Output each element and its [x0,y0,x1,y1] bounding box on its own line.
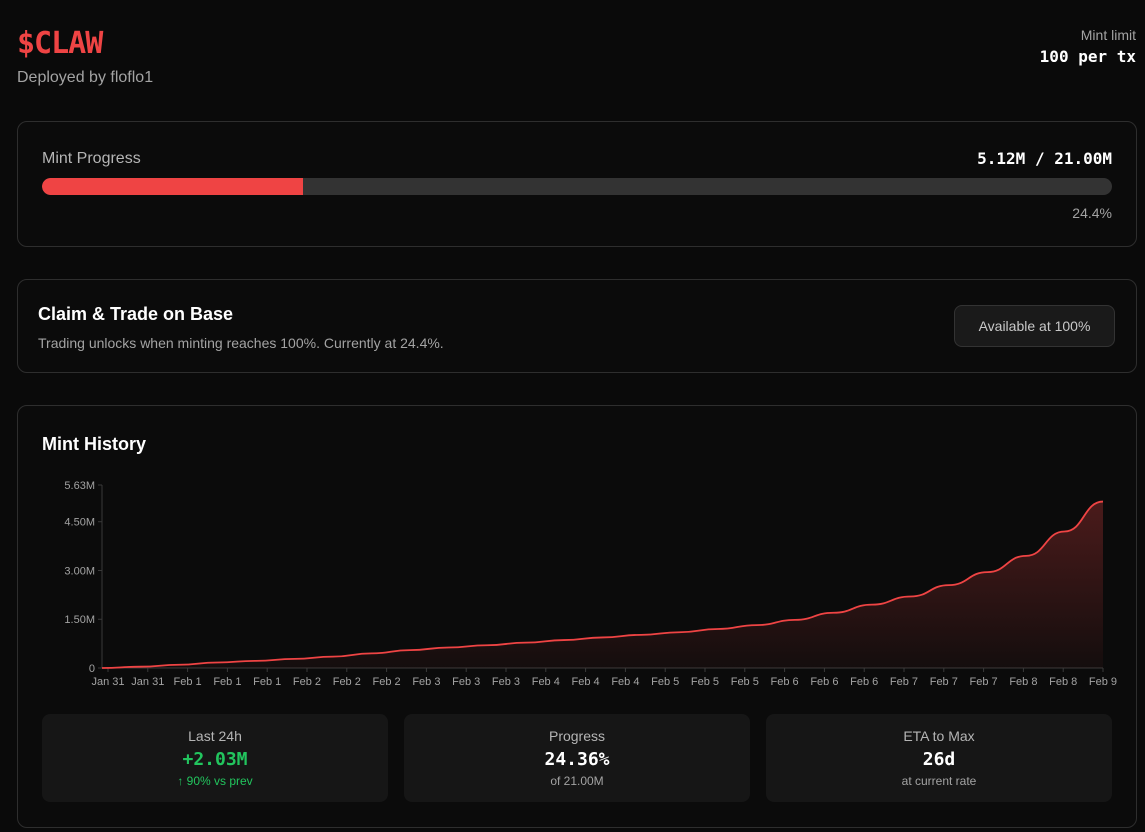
claim-title: Claim & Trade on Base [38,304,234,324]
mint-progress-percent: 24.4% [1072,205,1112,221]
deployed-by: Deployed by floflo1 [17,69,154,86]
x-tick-label: Feb 7 [970,676,998,688]
mint-progress-fill [42,178,304,195]
claim-description: Trading unlocks when minting reaches 100… [38,335,444,351]
x-tick-label: Feb 9 [1089,676,1117,688]
y-tick-label: 3.00M [64,565,95,577]
stat-value: 24.36% [544,749,610,770]
x-tick-label: Feb 4 [611,676,639,688]
mint-history-card: 0 1.50M 3.00M 4.50M 5.63M Jan 31 Jan 31 Feb 1 Fe… [17,405,1137,828]
mint-progress-bar [42,178,1112,195]
mint-limit-value: 100 per tx [1039,47,1136,66]
stat-label: Progress [548,728,606,744]
y-tick-label: 5.63M [64,480,95,492]
x-tick-label: Feb 6 [810,676,838,688]
x-tick-label: Feb 4 [572,676,600,688]
mint-progress-label: Mint Progress [42,150,141,167]
x-tick-label: Feb 6 [771,676,799,688]
mint-history-chart: 0 1.50M 3.00M 4.50M 5.63M Jan 31 Jan 31 Feb 1 Fe… [64,480,1117,688]
mint-limit: Mint limit 100 per tx [1040,27,1136,66]
stat-eta: ETA to Max 26d at current rate [766,714,1112,802]
x-tick-label: Feb 4 [532,676,560,688]
y-tick-label: 4.50M [64,517,95,529]
x-tick-label: Feb 3 [492,676,520,688]
x-tick-label: Feb 3 [452,676,480,688]
x-tick-label: Feb 1 [213,676,241,688]
stat-label: ETA to Max [903,728,975,744]
x-tick-label: Feb 7 [930,676,958,688]
stat-value: +2.03M [182,749,248,770]
stat-sub: of 21.00M [550,774,604,788]
mint-limit-label: Mint limit [1080,27,1136,43]
stat-label: Last 24h [188,728,242,744]
mint-history-title: Mint History [42,434,147,454]
x-tick-label: Feb 6 [850,676,878,688]
x-tick-label: Feb 2 [373,676,401,688]
x-tick-label: Feb 1 [174,676,202,688]
x-tick-label: Jan 31 [91,676,124,688]
x-tick-label: Feb 8 [1049,676,1077,688]
x-tick-label: Feb 5 [651,676,679,688]
x-tick-label: Feb 2 [333,676,361,688]
stat-sub: ↑ 90% vs prev [177,774,253,788]
x-tick-label: Feb 7 [890,676,918,688]
stat-last-24h: Last 24h +2.03M ↑ 90% vs prev [42,714,388,802]
series-line [101,500,1104,669]
x-tick-label: Feb 5 [691,676,719,688]
token-header: $CLAW Deployed by floflo1 [17,26,153,87]
stat-sub: at current rate [901,774,977,788]
x-tick-label: Feb 1 [253,676,281,688]
mint-progress-card: Mint Progress 5.12M / 21.00M 24.4% [17,121,1137,247]
mint-progress-amount: 5.12M / 21.00M [977,149,1112,168]
token-title: $CLAW [17,26,103,61]
y-tick-label: 0 [89,663,95,675]
stat-progress: Progress 24.36% of 21.00M [404,714,750,802]
x-tick-label: Feb 2 [293,676,321,688]
claim-card: Claim & Trade on Base Trading unlocks wh… [17,279,1137,373]
x-tick-label: Jan 31 [131,676,164,688]
x-tick-label: Feb 8 [1009,676,1037,688]
y-tick-label: 1.50M [64,614,95,626]
x-tick-label: Feb 5 [731,676,759,688]
stat-value: 26d [922,749,956,770]
available-button[interactable]: Available at 100% [954,305,1115,347]
x-tick-label: Feb 3 [412,676,440,688]
series-area [102,501,1103,668]
